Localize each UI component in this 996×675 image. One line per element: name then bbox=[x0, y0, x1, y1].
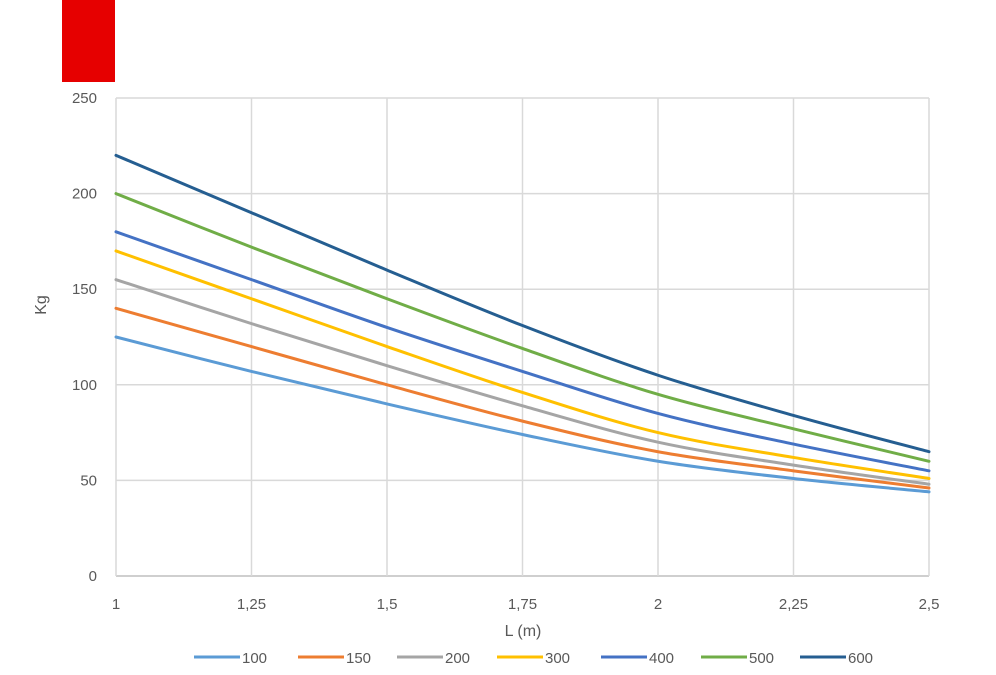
legend-item-300: 300 bbox=[497, 650, 570, 667]
legend-label: 600 bbox=[848, 650, 873, 667]
series-line-100 bbox=[114, 335, 931, 494]
series-line-400 bbox=[114, 230, 931, 473]
x-tick-label: 1,5 bbox=[377, 596, 398, 613]
y-tick-label: 0 bbox=[89, 568, 97, 585]
x-tick-label: 1,75 bbox=[508, 596, 537, 613]
y-axis-title: Kg bbox=[33, 295, 50, 315]
series-line-300 bbox=[114, 249, 931, 480]
legend-item-400: 400 bbox=[601, 650, 674, 667]
red-logo-block bbox=[62, 0, 115, 82]
y-tick-label: 50 bbox=[80, 472, 97, 489]
series-line-600 bbox=[114, 153, 931, 454]
y-tick-label: 100 bbox=[72, 377, 97, 394]
x-axis-ticks: 1 1,25 1,5 1,75 2 2,25 2,5 bbox=[112, 596, 940, 613]
x-tick-label: 1 bbox=[112, 596, 120, 613]
legend-label: 500 bbox=[749, 650, 774, 667]
legend-label: 150 bbox=[346, 650, 371, 667]
legend-item-150: 150 bbox=[298, 650, 371, 667]
x-tick-label: 1,25 bbox=[237, 596, 266, 613]
gridlines bbox=[115, 97, 930, 577]
series-line-500 bbox=[114, 192, 931, 463]
x-tick-label: 2,25 bbox=[779, 596, 808, 613]
series-line-150 bbox=[114, 306, 931, 490]
series-line-200 bbox=[114, 278, 931, 486]
legend-item-200: 200 bbox=[397, 650, 470, 667]
legend-label: 400 bbox=[649, 650, 674, 667]
series-lines bbox=[114, 153, 931, 494]
y-tick-label: 250 bbox=[72, 90, 97, 107]
x-tick-label: 2 bbox=[654, 596, 662, 613]
y-tick-label: 150 bbox=[72, 281, 97, 298]
legend-label: 300 bbox=[545, 650, 570, 667]
y-axis-ticks: 0 50 100 150 200 250 bbox=[72, 90, 97, 585]
x-axis-title: L (m) bbox=[505, 623, 542, 640]
legend-label: 100 bbox=[242, 650, 267, 667]
legend: 100 150 200 300 400 500 600 bbox=[194, 650, 873, 667]
legend-label: 200 bbox=[445, 650, 470, 667]
legend-item-600: 600 bbox=[800, 650, 873, 667]
legend-item-100: 100 bbox=[194, 650, 267, 667]
x-tick-label: 2,5 bbox=[919, 596, 940, 613]
legend-item-500: 500 bbox=[701, 650, 774, 667]
y-tick-label: 200 bbox=[72, 186, 97, 203]
